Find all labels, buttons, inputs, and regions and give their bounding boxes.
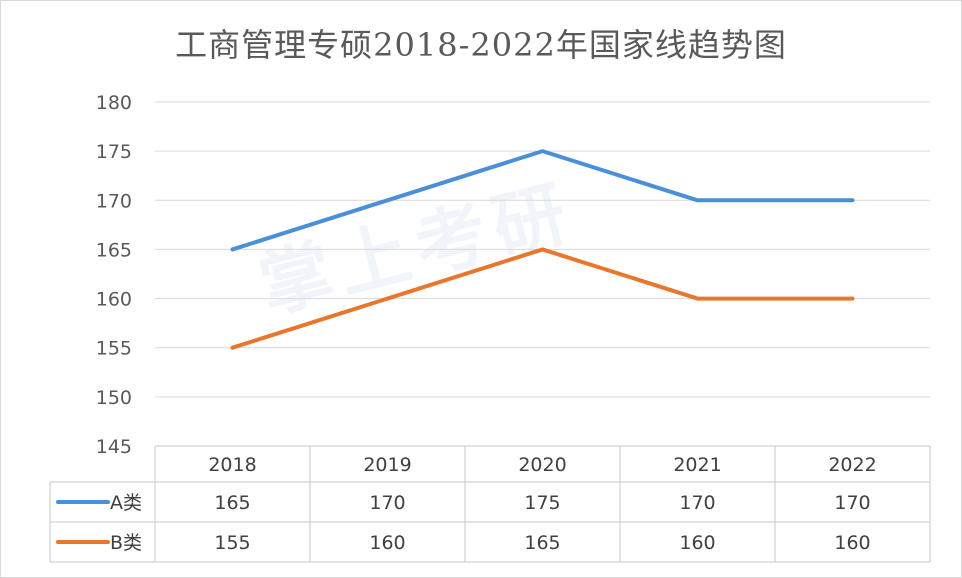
table-cell-value: 170 bbox=[369, 492, 405, 514]
y-tick-label: 155 bbox=[96, 338, 132, 360]
series-line bbox=[230, 149, 855, 252]
x-category-label: 2021 bbox=[673, 454, 721, 476]
x-category-label: 2019 bbox=[363, 454, 411, 476]
y-tick-label: 180 bbox=[96, 92, 132, 114]
table-cell-value: 175 bbox=[524, 492, 560, 514]
series-line bbox=[230, 247, 855, 350]
table-cell-value: 160 bbox=[834, 532, 870, 554]
gridlines bbox=[155, 101, 930, 398]
x-category-label: 2020 bbox=[518, 454, 566, 476]
y-tick-label: 175 bbox=[96, 141, 132, 163]
table-cell-value: 160 bbox=[369, 532, 405, 554]
x-category-label: 2018 bbox=[208, 454, 256, 476]
y-tick-label: 145 bbox=[96, 436, 132, 458]
table-cell-value: 170 bbox=[834, 492, 870, 514]
y-tick-label: 150 bbox=[96, 387, 132, 409]
y-tick-label: 170 bbox=[96, 190, 132, 212]
table-cell-value: 165 bbox=[214, 492, 250, 514]
legend-label: B类 bbox=[110, 532, 142, 554]
table-cell-value: 155 bbox=[214, 532, 250, 554]
y-axis-tick-labels: 180 175 170 165 160 155 150 145 bbox=[96, 92, 132, 458]
x-category-label: 2022 bbox=[828, 454, 876, 476]
series-lines bbox=[230, 149, 855, 350]
chart-title: 工商管理专硕2018-2022年国家线趋势图 bbox=[175, 26, 787, 64]
data-table: 2018 2019 2020 2021 2022 A类 165 170 175 170 170 B类 1… bbox=[49, 445, 931, 563]
table-cell-value: 160 bbox=[679, 532, 715, 554]
table-cell-value: 165 bbox=[524, 532, 560, 554]
table-cell-value: 170 bbox=[679, 492, 715, 514]
y-tick-label: 165 bbox=[96, 239, 132, 261]
legend-label: A类 bbox=[110, 492, 142, 514]
y-tick-label: 160 bbox=[96, 289, 132, 311]
